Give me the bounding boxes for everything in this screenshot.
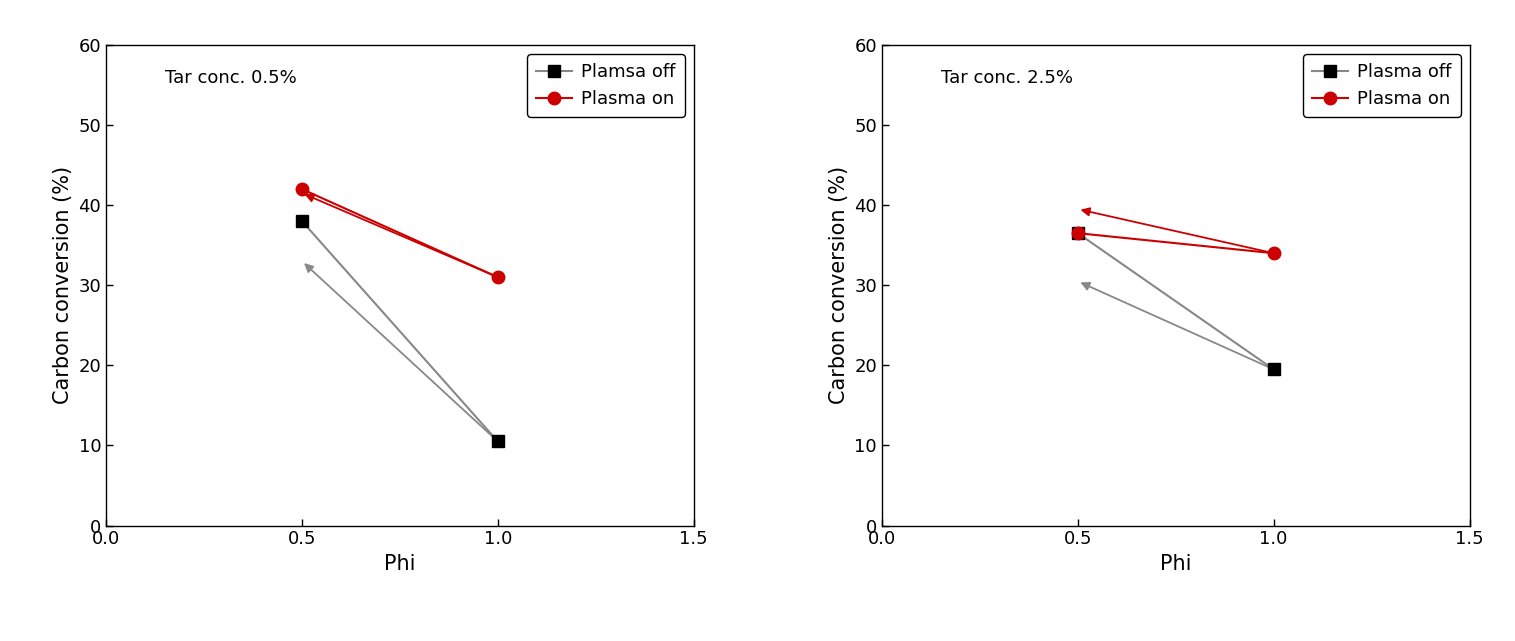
Text: Tar conc. 0.5%: Tar conc. 0.5% (165, 69, 297, 87)
Legend: Plamsa off, Plasma on: Plamsa off, Plasma on (527, 54, 685, 117)
X-axis label: Phi: Phi (385, 554, 415, 574)
X-axis label: Phi: Phi (1160, 554, 1191, 574)
Text: Tar conc. 2.5%: Tar conc. 2.5% (941, 69, 1073, 87)
Y-axis label: Carbon conversion (%): Carbon conversion (%) (53, 166, 73, 404)
Legend: Plasma off, Plasma on: Plasma off, Plasma on (1303, 54, 1460, 117)
Y-axis label: Carbon conversion (%): Carbon conversion (%) (829, 166, 848, 404)
